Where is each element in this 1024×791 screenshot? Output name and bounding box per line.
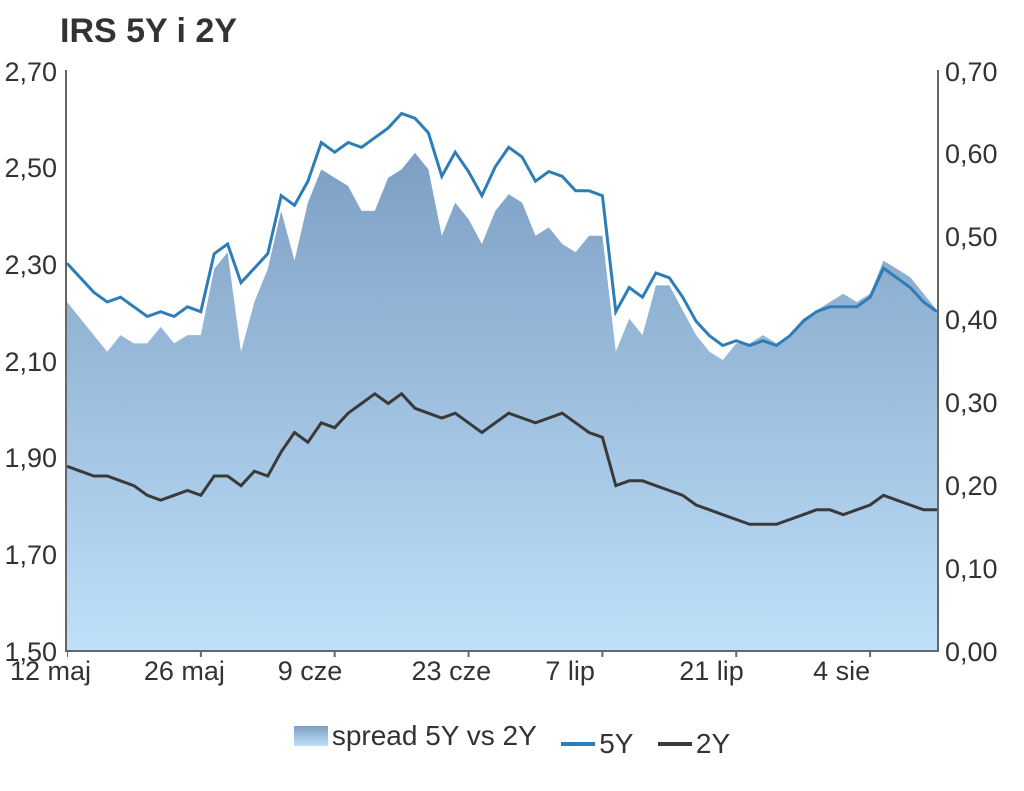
legend-label-2y: 2Y xyxy=(696,728,730,760)
legend-item-5y: 5Y xyxy=(561,728,633,760)
y-right-tick: 0,00 xyxy=(945,637,998,668)
x-tick: 21 lip xyxy=(679,656,809,687)
legend-label-spread: spread 5Y vs 2Y xyxy=(332,720,537,752)
x-tick: 9 cze xyxy=(278,656,408,687)
y-left-tick: 2,30 xyxy=(0,250,57,281)
y-right-tick: 0,70 xyxy=(945,57,998,88)
legend-item-spread: spread 5Y vs 2Y xyxy=(294,720,537,752)
x-tick: 23 cze xyxy=(412,656,542,687)
y-left-tick: 2,10 xyxy=(0,347,57,378)
chart-title: IRS 5Y i 2Y xyxy=(60,12,237,51)
x-tick: 7 lip xyxy=(545,656,675,687)
y-left-tick: 1,90 xyxy=(0,443,57,474)
plot-svg xyxy=(67,70,937,660)
y-right-tick: 0,50 xyxy=(945,222,998,253)
y-left-tick: 2,70 xyxy=(0,57,57,88)
plot-area xyxy=(65,70,939,652)
y-right-tick: 0,20 xyxy=(945,471,998,502)
x-tick: 26 maj xyxy=(144,656,274,687)
legend: spread 5Y vs 2Y 5Y 2Y xyxy=(0,720,1024,760)
y-right-tick: 0,30 xyxy=(945,388,998,419)
x-tick: 4 sie xyxy=(813,656,943,687)
y-right-tick: 0,40 xyxy=(945,305,998,336)
spread-area xyxy=(67,153,937,650)
legend-swatch-spread xyxy=(294,726,328,746)
legend-item-2y: 2Y xyxy=(658,728,730,760)
legend-swatch-2y xyxy=(658,742,692,746)
legend-label-5y: 5Y xyxy=(599,728,633,760)
y-left-tick: 2,50 xyxy=(0,153,57,184)
y-right-tick: 0,60 xyxy=(945,139,998,170)
chart-container: IRS 5Y i 2Y 1,501,701,902,102,302,502,70… xyxy=(0,0,1024,791)
y-right-tick: 0,10 xyxy=(945,554,998,585)
x-tick: 12 maj xyxy=(10,656,140,687)
legend-swatch-5y xyxy=(561,742,595,746)
y-left-tick: 1,70 xyxy=(0,540,57,571)
